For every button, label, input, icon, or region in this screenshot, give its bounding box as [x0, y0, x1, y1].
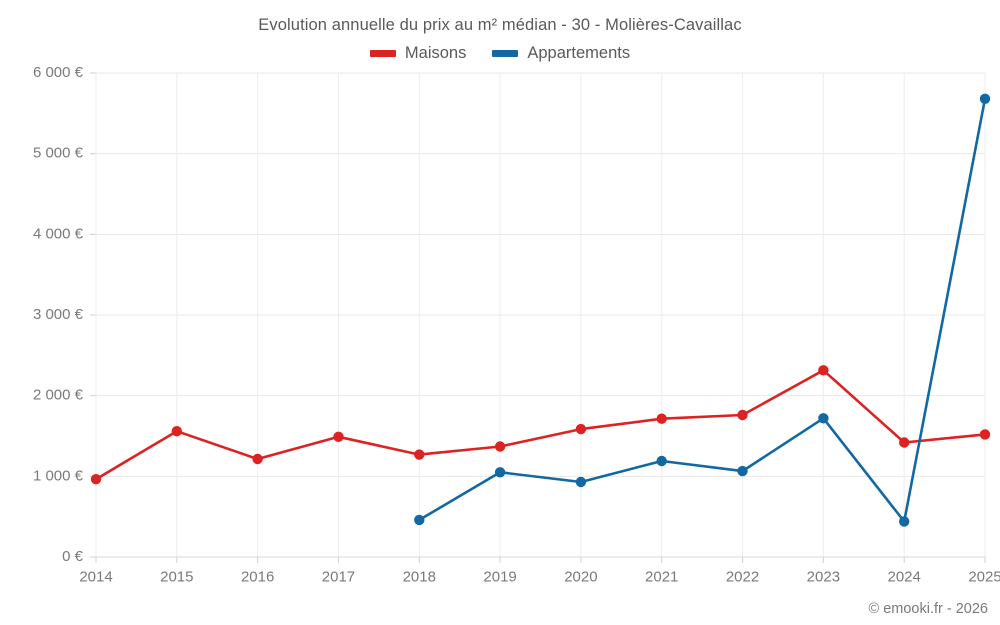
- data-point-maisons[interactable]: [979, 429, 991, 440]
- data-point-maisons[interactable]: [818, 365, 829, 376]
- data-point-maisons[interactable]: [90, 474, 102, 485]
- chart-legend: Maisons Appartements: [0, 44, 1000, 63]
- y-axis-tick-label: 0 €: [62, 548, 84, 565]
- legend-item-maisons[interactable]: Maisons: [369, 44, 467, 63]
- data-point-maisons[interactable]: [575, 423, 587, 435]
- data-point-maisons[interactable]: [171, 426, 182, 437]
- x-axis-tick-label: 2015: [160, 568, 193, 585]
- data-point-maisons[interactable]: [333, 431, 344, 442]
- data-point-appartements[interactable]: [979, 93, 991, 105]
- data-point-maisons[interactable]: [737, 409, 748, 421]
- x-axis-tick-label: 2016: [241, 568, 274, 585]
- x-axis-tick-label: 2014: [79, 568, 112, 585]
- data-point-maisons[interactable]: [656, 413, 667, 424]
- series-line-maisons: [94, 369, 987, 481]
- data-point-maisons[interactable]: [252, 453, 263, 465]
- y-axis-tick-label: 6 000 €: [33, 64, 84, 81]
- y-axis-tick-label: 1 000 €: [33, 467, 84, 484]
- data-point-maisons[interactable]: [494, 441, 506, 452]
- data-point-appartements[interactable]: [818, 413, 829, 424]
- y-axis-tick-label: 5 000 €: [33, 145, 84, 162]
- data-point-appartements[interactable]: [899, 516, 910, 527]
- series-line-appartements: [418, 97, 987, 523]
- x-axis-tick-label: 2024: [887, 568, 920, 585]
- x-axis-tick-label: 2023: [807, 568, 840, 585]
- chart-credit: © emooki.fr - 2026: [868, 601, 988, 617]
- data-point-appartements[interactable]: [494, 467, 506, 478]
- x-axis-tick-label: 2022: [726, 568, 759, 585]
- x-axis-tick-label: 2018: [403, 568, 436, 585]
- legend-item-label: Maisons: [404, 44, 467, 62]
- x-axis-tick-label: 2020: [564, 568, 597, 585]
- legend-swatch-icon: [492, 50, 519, 57]
- x-axis-tick-label: 2017: [322, 568, 355, 585]
- y-axis-tick-label: 3 000 €: [33, 306, 84, 323]
- data-point-maisons[interactable]: [414, 449, 425, 460]
- legend-item-label: Appartements: [527, 44, 631, 62]
- x-axis-tick-label: 2021: [645, 568, 678, 585]
- legend-swatch-icon: [369, 50, 396, 57]
- x-axis-tick-label: 2025: [968, 568, 1000, 585]
- legend-item-appartements[interactable]: Appartements: [492, 44, 630, 63]
- data-point-appartements[interactable]: [737, 465, 748, 477]
- y-axis-tick-label: 4 000 €: [33, 225, 84, 242]
- y-axis-tick-label: 2 000 €: [33, 387, 84, 404]
- chart-title: Evolution annuelle du prix au m² médian …: [258, 16, 742, 34]
- x-axis-tick-label: 2019: [483, 568, 516, 585]
- data-point-appartements[interactable]: [414, 514, 425, 526]
- data-point-maisons[interactable]: [899, 437, 910, 448]
- data-point-appartements[interactable]: [575, 476, 587, 488]
- data-point-appartements[interactable]: [656, 455, 667, 467]
